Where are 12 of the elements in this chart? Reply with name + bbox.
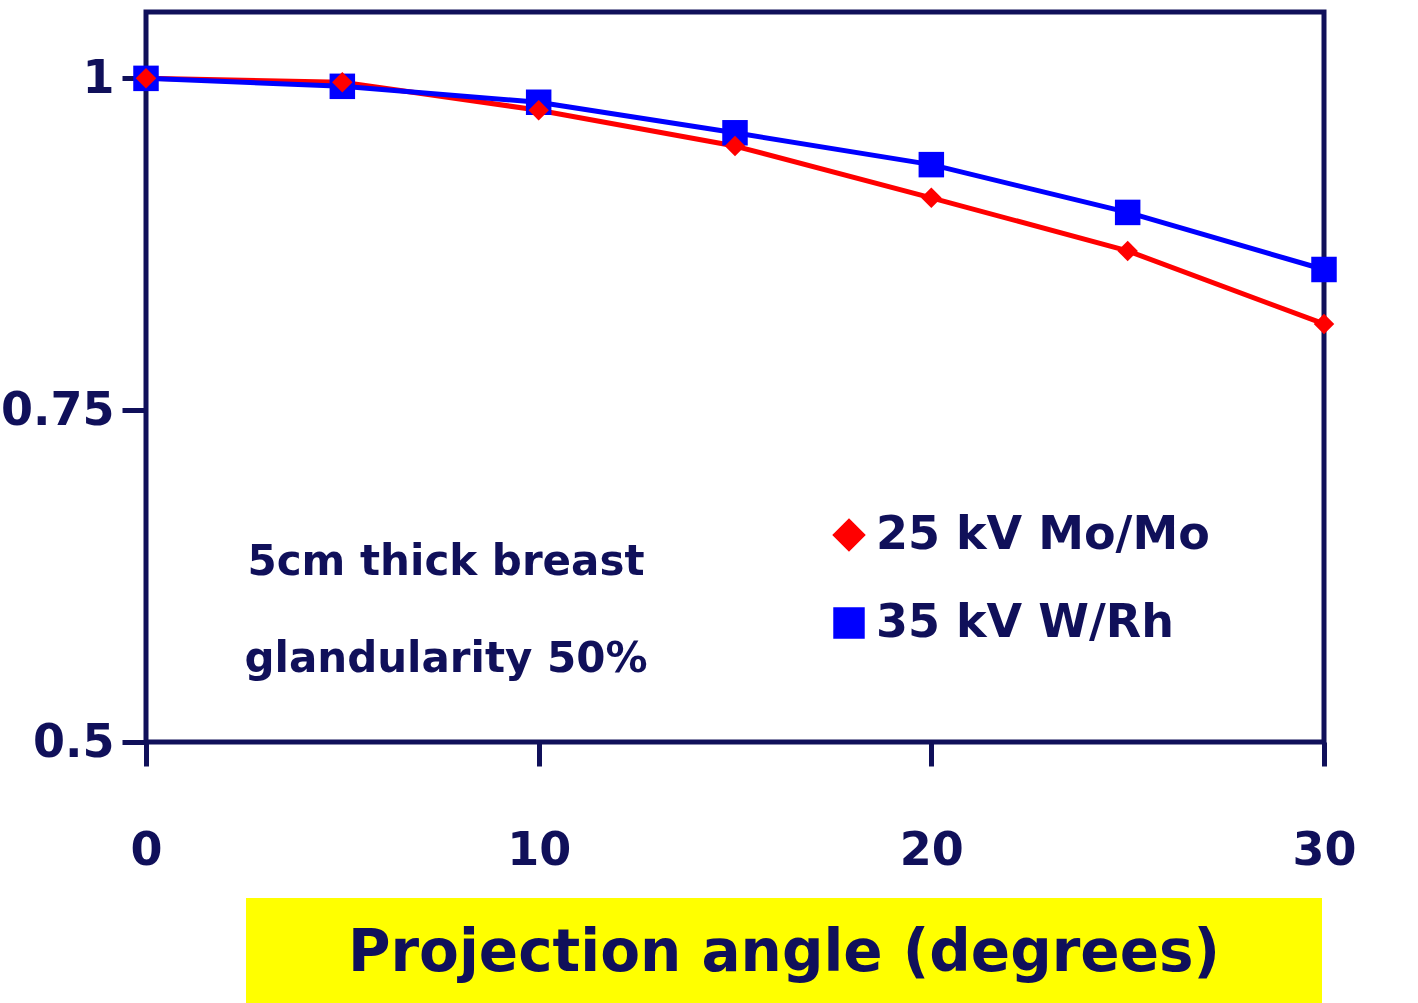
- y-tick-label: 0.5: [33, 713, 115, 768]
- x-axis-title: Projection angle (degrees): [246, 898, 1322, 1003]
- annotation: glandularity 50%: [244, 633, 648, 682]
- y-tick-label: 0.75: [1, 381, 115, 436]
- legend-label: 25 kV Mo/Mo: [876, 506, 1210, 560]
- x-tick-label: 30: [1292, 821, 1357, 876]
- legend-label: 35 kV W/Rh: [876, 594, 1174, 648]
- annotation: 5cm thick breast: [247, 536, 645, 585]
- y-tick-label: 1: [82, 49, 115, 104]
- x-tick-label: 20: [899, 821, 964, 876]
- x-tick-label: 0: [130, 821, 163, 876]
- x-tick-label: 10: [507, 821, 572, 876]
